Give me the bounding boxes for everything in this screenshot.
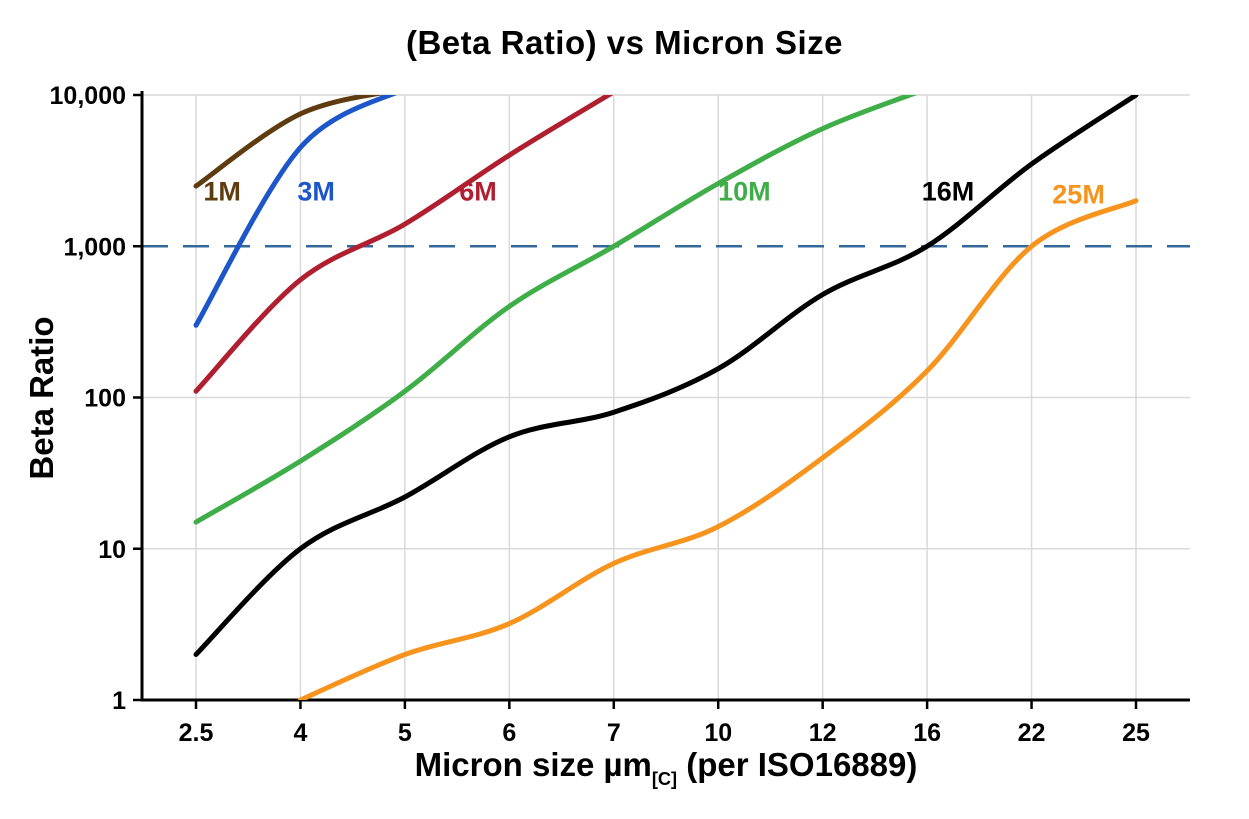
gridlines <box>142 94 1190 700</box>
x-tick-label: 16 <box>913 719 941 747</box>
curve-16M <box>193 95 1139 657</box>
x-tick-label: 2.5 <box>179 719 214 747</box>
y-tick-label: 10 <box>98 536 126 564</box>
series-label-10M: 10M <box>718 177 771 207</box>
x-tick-label: 4 <box>293 719 307 747</box>
x-tick-label: 6 <box>502 719 516 747</box>
x-tick-label: 22 <box>1018 719 1046 747</box>
curve-6M <box>193 95 614 394</box>
curve-3M <box>193 95 398 328</box>
x-axis-title-main: Micron size µm <box>414 746 652 783</box>
x-tick-label: 5 <box>398 719 412 747</box>
series-label-1M: 1M <box>203 177 241 207</box>
curve-25M <box>297 198 1139 700</box>
x-axis-title: Micron size µm[C] (per ISO16889) <box>142 746 1190 790</box>
series-curves <box>193 95 1139 700</box>
x-tick-label: 25 <box>1122 719 1150 747</box>
y-tick-label: 1 <box>112 687 126 715</box>
curve-10M <box>193 95 918 525</box>
y-tick-label: 100 <box>84 385 126 413</box>
curve-1M <box>193 95 385 189</box>
x-tick-label: 10 <box>704 719 732 747</box>
y-tick-label: 10,000 <box>50 82 126 110</box>
y-tick-label: 1,000 <box>63 233 126 261</box>
x-tick-label: 12 <box>809 719 837 747</box>
series-label-6M: 6M <box>459 177 497 207</box>
series-label-25M: 25M <box>1052 179 1105 209</box>
x-tick-label: 7 <box>607 719 621 747</box>
series-label-16M: 16M <box>922 177 975 207</box>
series-label-3M: 3M <box>297 177 335 207</box>
chart-title: (Beta Ratio) vs Micron Size <box>405 24 844 61</box>
x-axis-title-subscript: [C] <box>651 769 678 790</box>
x-axis-title-standard: (per ISO16889) <box>677 746 918 783</box>
